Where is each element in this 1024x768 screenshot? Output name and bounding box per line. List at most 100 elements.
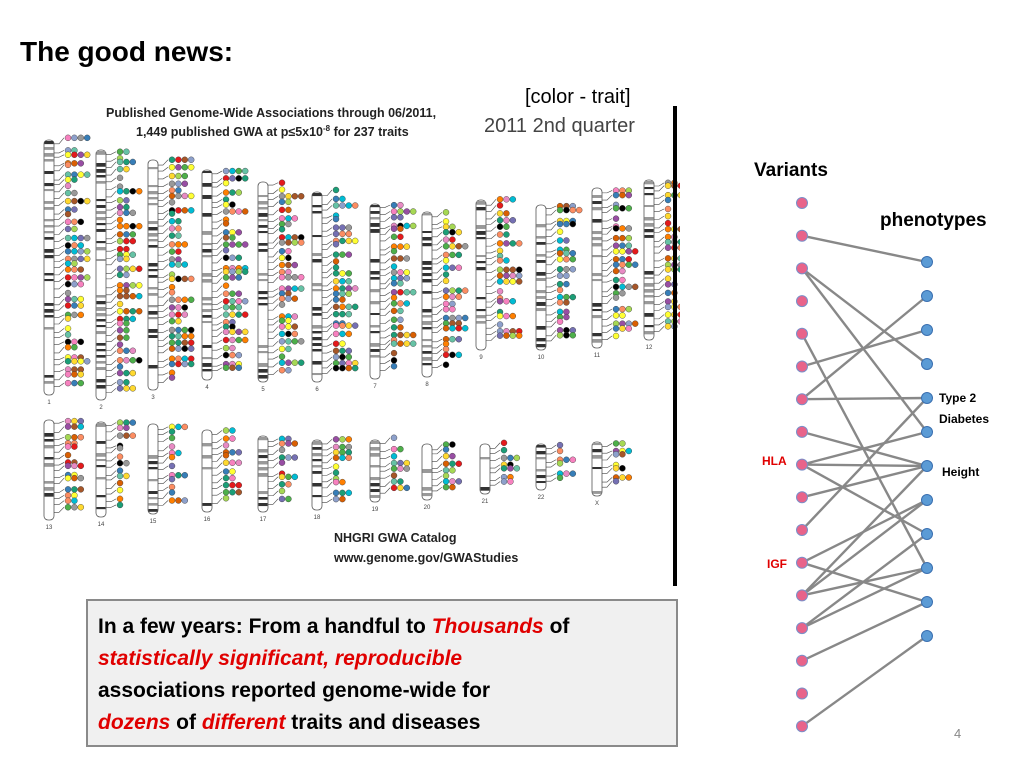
association-edge bbox=[801, 465, 928, 597]
catalog-source-line1: NHGRI GWA Catalog bbox=[334, 531, 456, 545]
phenotype-node bbox=[921, 256, 933, 268]
phenotypes-label: phenotypes bbox=[880, 210, 987, 231]
igf-label: IGF bbox=[767, 557, 787, 571]
chromosome: 20 bbox=[421, 441, 462, 511]
callout-text-2: of bbox=[543, 615, 570, 638]
height-label: Height bbox=[942, 465, 979, 479]
phenotype-node bbox=[921, 630, 933, 642]
chromosome: 3 bbox=[147, 156, 195, 401]
page-number: 4 bbox=[954, 726, 962, 741]
chromosome-label: 15 bbox=[150, 519, 157, 525]
catalog-source-line2: www.genome.gov/GWAStudies bbox=[333, 551, 518, 565]
chromosome: 16 bbox=[201, 427, 243, 523]
catalog-heading-line2: 1,449 published GWA at p≤5x10-8 for 237 … bbox=[136, 124, 409, 139]
chromosome: 5 bbox=[257, 179, 305, 393]
variant-node bbox=[796, 327, 808, 340]
chromosome: 4 bbox=[201, 167, 249, 391]
variant-node bbox=[796, 458, 808, 471]
variant-node bbox=[796, 393, 808, 406]
gwa-catalog-figure: Published Genome-Wide Associations throu… bbox=[43, 106, 680, 565]
chromosome: 1 bbox=[43, 134, 91, 406]
variant-phenotype-network: Variants phenotypes HLA IGF Type 2 Diabe… bbox=[754, 160, 989, 733]
chromosome-label: 7 bbox=[373, 384, 377, 390]
association-edge bbox=[801, 430, 928, 466]
association-edge bbox=[801, 600, 928, 662]
chromosome: 6 bbox=[311, 186, 359, 393]
chromosome-label: 22 bbox=[538, 495, 545, 501]
variant-node bbox=[796, 425, 808, 438]
association-edge bbox=[801, 397, 928, 531]
callout-text-3: associations reported genome-wide for bbox=[98, 679, 491, 702]
chromosome: 8 bbox=[421, 209, 469, 388]
chromosome: 9 bbox=[475, 196, 523, 361]
chromosome-label: 4 bbox=[205, 385, 209, 391]
variant-node bbox=[796, 295, 808, 308]
chromosome: 13 bbox=[43, 417, 84, 531]
association-edge bbox=[801, 267, 928, 433]
association-edge bbox=[800, 333, 929, 569]
callout-text-1: In a few years: From a handful to bbox=[98, 615, 432, 638]
association-edge bbox=[801, 635, 928, 728]
variants-label: Variants bbox=[754, 160, 828, 181]
variant-node bbox=[796, 262, 808, 275]
variant-node bbox=[796, 589, 808, 602]
chromosome-label: 17 bbox=[260, 517, 267, 523]
chromosome-label: 5 bbox=[261, 387, 265, 393]
variant-node bbox=[796, 360, 808, 373]
callout-text-5: traits and diseases bbox=[285, 711, 481, 734]
chromosome-label: 13 bbox=[46, 525, 53, 531]
chromosome-label: 12 bbox=[646, 345, 653, 351]
association-edge bbox=[801, 566, 928, 630]
association-edge bbox=[801, 499, 928, 597]
association-edge bbox=[801, 295, 928, 401]
divider-line bbox=[673, 106, 677, 586]
chromosome: 2 bbox=[95, 148, 143, 411]
variant-node bbox=[796, 687, 808, 700]
association-edge bbox=[801, 267, 928, 365]
phenotype-node bbox=[921, 528, 933, 540]
chromosome: 10 bbox=[535, 202, 583, 361]
association-edge bbox=[801, 463, 928, 536]
chromosome-label: 21 bbox=[482, 499, 489, 505]
chromosome: 11 bbox=[591, 187, 639, 359]
chromosome-label: 18 bbox=[314, 515, 321, 521]
chromosome: 14 bbox=[95, 419, 137, 528]
chromosome-label: 2 bbox=[99, 405, 103, 411]
phenotype-nodes bbox=[921, 256, 933, 642]
phenotype-node bbox=[921, 358, 933, 370]
callout-significant: statistically significant, reproducible bbox=[98, 647, 463, 670]
callout-thousands: Thousands bbox=[431, 615, 544, 638]
phenotype-node bbox=[921, 426, 933, 438]
catalog-quarter: 2011 2nd quarter bbox=[484, 115, 635, 137]
variant-node bbox=[796, 654, 808, 667]
callout-text-4: of bbox=[170, 711, 202, 734]
phenotype-node bbox=[921, 392, 933, 404]
variant-node bbox=[796, 622, 808, 635]
chromosome-label: 11 bbox=[594, 353, 601, 359]
chromosome: X bbox=[591, 440, 632, 507]
callout-different: different bbox=[201, 711, 286, 734]
chromosome: 7 bbox=[369, 201, 417, 390]
chromosome-label: 19 bbox=[372, 507, 379, 513]
phenotype-node bbox=[921, 290, 933, 302]
chromosome-label: 6 bbox=[315, 387, 319, 393]
chromosome: 17 bbox=[257, 435, 299, 523]
association-edge bbox=[801, 234, 928, 264]
association-edge bbox=[801, 396, 928, 401]
catalog-heading-line1: Published Genome-Wide Associations throu… bbox=[106, 106, 436, 120]
chromosome: 18 bbox=[311, 436, 352, 521]
chromosome-label: 1 bbox=[47, 400, 51, 406]
variant-nodes bbox=[796, 197, 808, 733]
variant-node bbox=[796, 491, 808, 504]
chromosome: 19 bbox=[369, 434, 410, 513]
phenotype-node bbox=[921, 324, 933, 336]
hla-label: HLA bbox=[762, 454, 787, 468]
chromosome-label: X bbox=[595, 501, 599, 507]
phenotype-node bbox=[921, 596, 933, 608]
chromosome-label: 10 bbox=[538, 355, 545, 361]
association-edges bbox=[800, 234, 929, 728]
variant-node bbox=[796, 229, 808, 242]
variant-node bbox=[796, 197, 808, 209]
chromosome: 21 bbox=[479, 439, 520, 505]
diabetes-label: Diabetes bbox=[939, 412, 989, 426]
